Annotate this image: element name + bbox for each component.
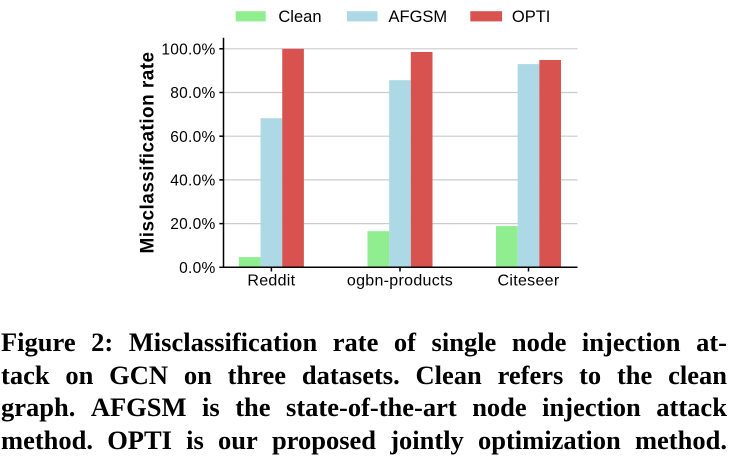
svg-text:100.0%: 100.0% xyxy=(161,41,215,58)
svg-text:0.0%: 0.0% xyxy=(179,260,215,277)
svg-text:OPTI: OPTI xyxy=(512,8,551,26)
svg-text:ogbn-products: ogbn-products xyxy=(347,273,453,290)
svg-text:60.0%: 60.0% xyxy=(170,129,215,146)
svg-text:40.0%: 40.0% xyxy=(170,173,215,190)
svg-text:Misclassification rate: Misclassification rate xyxy=(137,51,158,253)
svg-text:Clean: Clean xyxy=(278,8,321,26)
svg-text:AFGSM: AFGSM xyxy=(389,8,448,26)
svg-text:Reddit: Reddit xyxy=(247,273,295,290)
svg-text:Citeseer: Citeseer xyxy=(498,273,560,290)
svg-text:80.0%: 80.0% xyxy=(170,85,215,102)
svg-text:20.0%: 20.0% xyxy=(170,216,215,233)
